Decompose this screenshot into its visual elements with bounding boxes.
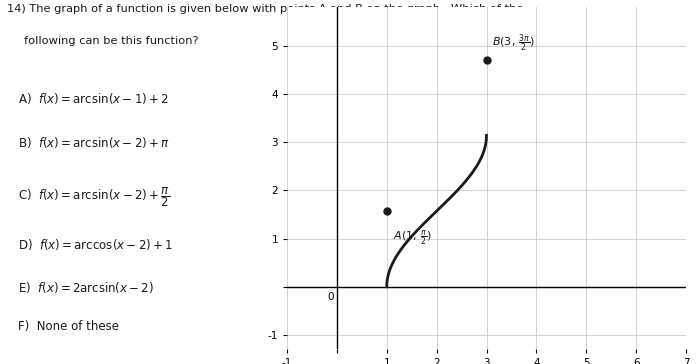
Text: E)  $f(x)=2\arcsin(x-2)$: E) $f(x)=2\arcsin(x-2)$ (18, 280, 154, 295)
Text: D)  $f(x)=\arccos(x-2)+1$: D) $f(x)=\arccos(x-2)+1$ (18, 237, 173, 252)
Text: C)  $f(x)=\arcsin(x-2)+\dfrac{\pi}{2}$: C) $f(x)=\arcsin(x-2)+\dfrac{\pi}{2}$ (18, 186, 170, 209)
Text: $B(3,\,\frac{3\pi}{2})$: $B(3,\,\frac{3\pi}{2})$ (493, 32, 536, 54)
Text: following can be this function?: following can be this function? (24, 36, 198, 46)
Text: $A(1,\,\frac{\pi}{2})$: $A(1,\,\frac{\pi}{2})$ (393, 228, 432, 247)
Text: B)  $f(x)=\arcsin(x-2)+\pi$: B) $f(x)=\arcsin(x-2)+\pi$ (18, 135, 170, 150)
Text: 0: 0 (328, 292, 334, 302)
Text: 14) The graph of a function is given below with points A and B on the graph.  Wh: 14) The graph of a function is given bel… (7, 4, 524, 13)
Text: A)  $f(x)=\arcsin(x-1)+2$: A) $f(x)=\arcsin(x-1)+2$ (18, 91, 169, 106)
Text: F)  None of these: F) None of these (18, 320, 119, 333)
